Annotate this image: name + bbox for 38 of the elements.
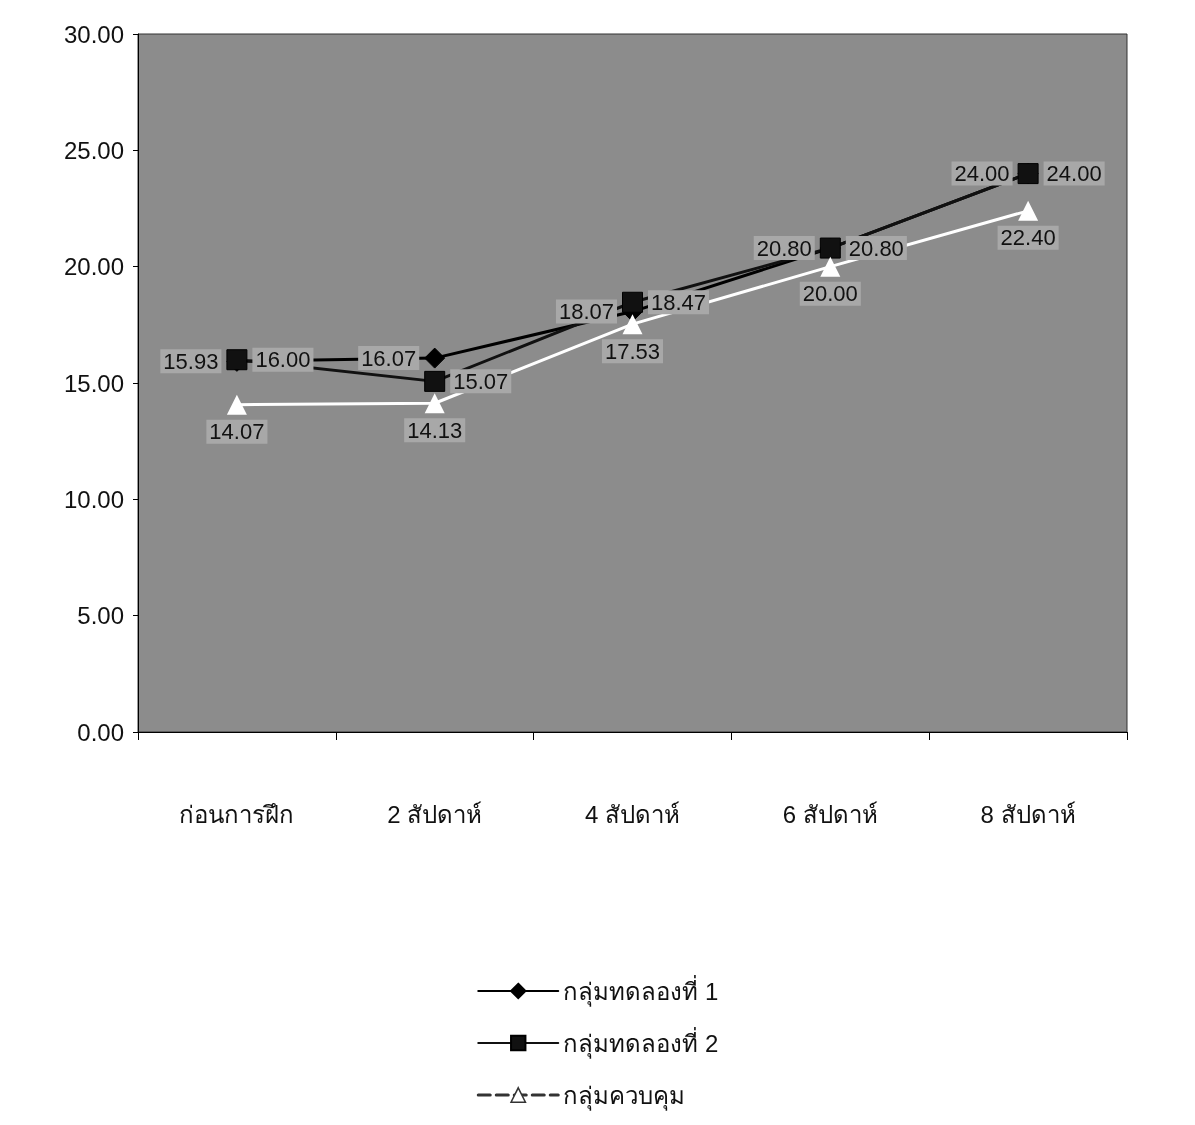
data-label: 18.07 <box>558 299 614 325</box>
legend-label: กลุ่มควบคุม <box>563 1081 686 1111</box>
point <box>820 256 841 277</box>
y-tick-label: 10.00 <box>63 485 124 513</box>
data-label: 22.40 <box>1000 225 1056 251</box>
point <box>424 347 446 369</box>
data-label: 20.00 <box>802 281 858 307</box>
data-label: 18.47 <box>651 289 707 315</box>
data-label: 15.07 <box>453 368 509 394</box>
point <box>424 370 446 392</box>
point <box>622 314 643 335</box>
data-label: 20.80 <box>848 235 904 261</box>
x-tick-label: 6 สัปดาห์ <box>782 800 878 828</box>
y-tick-label: 0.00 <box>77 718 124 746</box>
x-tick-label: 4 สัปดาห์ <box>584 800 681 828</box>
data-label: 24.00 <box>954 161 1010 187</box>
data-label: 17.53 <box>604 338 661 364</box>
data-label: 20.80 <box>756 235 812 261</box>
point <box>424 393 445 414</box>
point <box>226 394 247 415</box>
point <box>622 291 643 313</box>
y-tick-label: 20.00 <box>63 253 124 281</box>
y-tick-label: 5.00 <box>77 602 124 630</box>
data-label: 24.00 <box>1046 161 1102 187</box>
x-tick-label: 2 สัปดาห์ <box>387 800 483 828</box>
y-tick-label: 15.00 <box>63 369 124 397</box>
data-label: 16.07 <box>361 345 417 371</box>
x-tick-label: 8 สัปดาห์ <box>980 800 1076 828</box>
data-label: 15.93 <box>163 348 219 374</box>
point <box>1018 200 1039 221</box>
data-label: 14.07 <box>209 419 265 445</box>
legend-label: กลุ่มทดลองที่ 2 <box>563 1026 719 1059</box>
y-tick-label: 25.00 <box>63 136 124 164</box>
x-tick-label: ก่อนการฝึก <box>179 800 295 828</box>
y-tick-label: 30.00 <box>63 20 124 48</box>
data-label: 16.00 <box>255 347 311 373</box>
legend-label: กลุ่มทดลองที่ 1 <box>563 974 719 1007</box>
data-label: 14.13 <box>407 417 463 443</box>
